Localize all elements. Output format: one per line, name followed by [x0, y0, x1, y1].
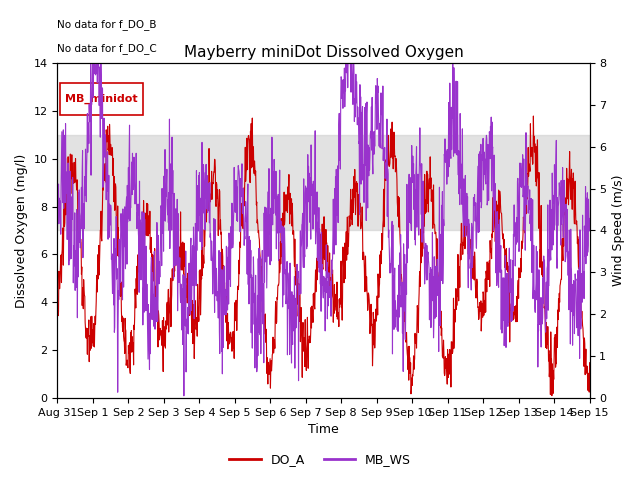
Title: Mayberry miniDot Dissolved Oxygen: Mayberry miniDot Dissolved Oxygen: [184, 46, 463, 60]
Y-axis label: Dissolved Oxygen (mg/l): Dissolved Oxygen (mg/l): [15, 154, 28, 308]
Text: MB_minidot: MB_minidot: [65, 94, 138, 104]
Legend: DO_A, MB_WS: DO_A, MB_WS: [224, 448, 416, 471]
FancyBboxPatch shape: [60, 83, 143, 115]
Text: No data for f_DO_B: No data for f_DO_B: [58, 20, 157, 30]
Bar: [58, 135, 589, 230]
Text: No data for f_DO_C: No data for f_DO_C: [58, 43, 157, 54]
X-axis label: Time: Time: [308, 423, 339, 436]
Y-axis label: Wind Speed (m/s): Wind Speed (m/s): [612, 175, 625, 286]
